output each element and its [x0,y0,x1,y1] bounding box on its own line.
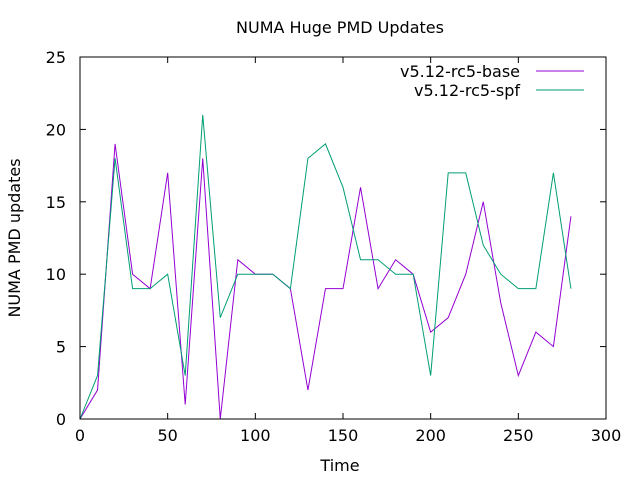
series-lines [79,114,572,420]
y-axis-label: NUMA PMD updates [5,158,24,317]
legend-label-0: v5.12-rc5-base [400,62,520,81]
x-axis-label: Time [319,456,359,475]
plot-frame [79,56,607,420]
x-tick-label: 300 [591,426,622,445]
y-tick-label: 5 [56,338,66,357]
series-line-0 [79,143,572,420]
x-tick-label: 0 [75,426,85,445]
x-tick-label: 250 [503,426,534,445]
y-tick-label: 15 [46,193,66,212]
chart-title: NUMA Huge PMD Updates [236,18,444,37]
series-line-1 [79,114,572,420]
x-tick-label: 50 [157,426,177,445]
x-tick-label: 150 [328,426,359,445]
x-tick-label: 100 [240,426,271,445]
legend-label-1: v5.12-rc5-spf [414,81,520,100]
y-tick-label: 10 [46,265,66,284]
axis-ticks: 0 50 100 150 200 250 300 0 5 10 15 20 25 [46,48,622,445]
x-tick-label: 200 [415,426,446,445]
y-tick-label: 0 [56,410,66,429]
y-tick-label: 25 [46,48,66,67]
y-tick-label: 20 [46,120,66,139]
